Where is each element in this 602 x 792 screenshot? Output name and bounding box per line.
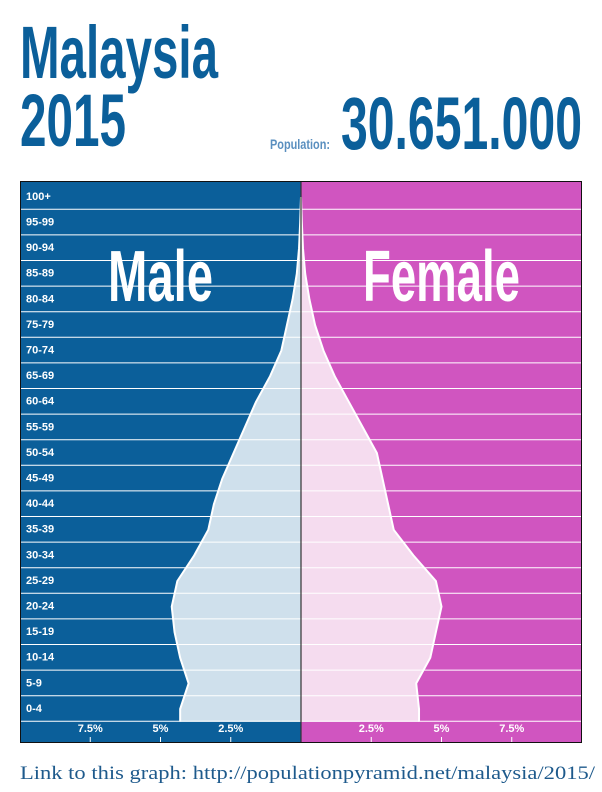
male-label: Male	[108, 237, 213, 317]
chart-frame	[20, 181, 582, 743]
age-label: 70-74	[26, 345, 55, 357]
x-tick-label: 2.5%	[359, 723, 384, 735]
age-label: 0-4	[26, 703, 43, 715]
female-area	[301, 184, 442, 722]
population-label: Population:	[270, 136, 330, 152]
age-label: 30-34	[26, 549, 55, 561]
age-label: 85-89	[26, 268, 54, 280]
x-tick-label: 5%	[434, 723, 450, 735]
age-label: 35-39	[26, 524, 54, 536]
age-label: 5-9	[26, 677, 42, 689]
age-label: 40-44	[26, 498, 55, 510]
subtitle: 2015	[20, 79, 126, 162]
male-area	[171, 184, 301, 722]
age-label: 60-64	[26, 396, 55, 408]
age-label: 45-49	[26, 473, 54, 485]
x-tick-label: 7.5%	[499, 723, 524, 735]
age-label: 55-59	[26, 421, 54, 433]
age-label: 25-29	[26, 575, 54, 587]
age-label: 15-19	[26, 626, 54, 638]
link: Link to this graph: http://populationpyr…	[20, 763, 596, 784]
plot: 100+ 95-99 90-94 85-89 80-84 75-79 70-74 65-69 6…	[20, 181, 582, 743]
age-label: 90-94	[26, 242, 55, 254]
age-label: 80-84	[26, 293, 55, 305]
age-label: 75-79	[26, 319, 54, 331]
female-label: Female	[363, 237, 520, 317]
x-tick-label: 2.5%	[218, 723, 243, 735]
age-label: 10-14	[26, 652, 55, 664]
population: 30.651.000	[341, 82, 582, 165]
age-label: 65-69	[26, 370, 54, 382]
x-tick-label: 7.5%	[78, 723, 103, 735]
age-label: 100+	[26, 191, 51, 203]
age-label: 20-24	[26, 601, 55, 613]
age-label: 95-99	[26, 217, 54, 229]
title: Malaysia	[20, 11, 219, 94]
age-label: 50-54	[26, 447, 55, 459]
x-tick-label: 5%	[153, 723, 169, 735]
